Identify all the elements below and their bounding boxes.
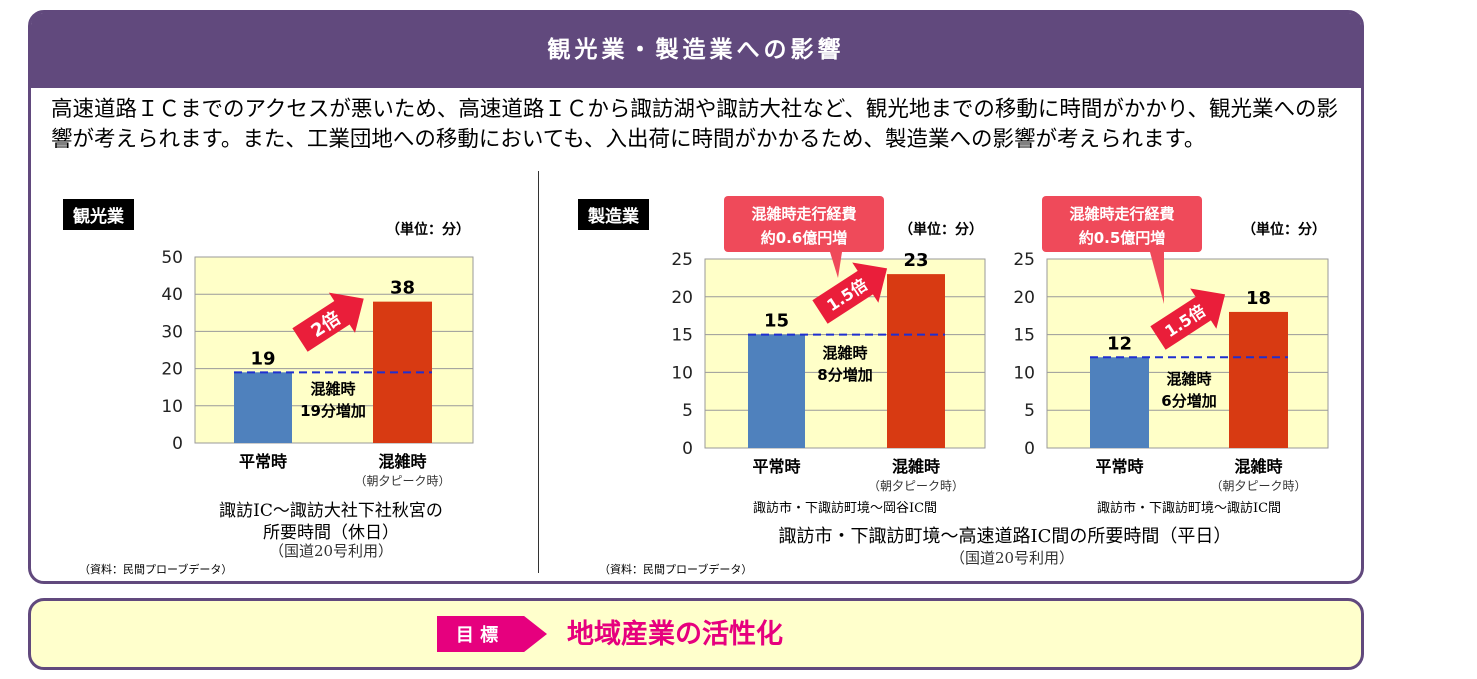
chart-tourism: （単位：分） 0 10 20 30 40 50 19 38 平常時 混雑時 （朝夕ピーク時… (161, 221, 474, 560)
chart2-increase-line1: 混雑時 (822, 344, 867, 362)
chart3-caption: 諏訪市・下諏訪町境～諏訪IC間 (1097, 500, 1281, 516)
chart1-caption-line3: （国道20号利用） (269, 542, 393, 560)
right-main-caption: 諏訪市・下諏訪町境～高速道路IC間の所要時間（平日） (779, 526, 1232, 547)
c1-y-tick-label: 30 (161, 322, 183, 342)
chart2-cost-callout: 混雑時走行経費 約0.6億円増 (724, 196, 884, 278)
c2-y-tick-label: 15 (671, 326, 693, 346)
chart1-increase-line2: 19分増加 (300, 402, 366, 420)
chart3-bar-normal (1090, 357, 1149, 448)
c3-y-tick-label: 20 (1013, 288, 1035, 308)
c2-y-tick-label: 10 (671, 363, 693, 383)
chart1-value-congested: 38 (390, 278, 415, 299)
chart1-category-sublabel: （朝夕ピーク時） (354, 474, 450, 488)
c1-y-tick-label: 10 (161, 397, 183, 417)
chart3-y-ticks: 0 5 10 15 20 25 (1013, 250, 1035, 459)
goal-badge-label: 目 標 (456, 624, 498, 646)
chart2-unit: （単位：分） (899, 221, 983, 238)
chart2-category-congested: 混雑時 (892, 457, 940, 476)
chart1-value-normal: 19 (250, 348, 275, 369)
c2-y-tick-label: 20 (671, 288, 693, 308)
chart1-unit: （単位：分） (386, 221, 470, 238)
c2-y-tick-label: 5 (682, 401, 693, 421)
tourism-tag: 観光業 (63, 199, 134, 230)
chart3-category-sublabel: （朝夕ピーク時） (1210, 479, 1306, 493)
left-source: （資料：民間プローブデータ） (79, 563, 233, 576)
right-sub-caption: （国道20号利用） (950, 549, 1074, 567)
chart3-cost-line1: 混雑時走行経費 (1069, 205, 1174, 223)
chart1-category-normal: 平常時 (239, 452, 287, 471)
chart2-cost-line1: 混雑時走行経費 (751, 205, 856, 223)
chart2-cost-line2: 約0.6億円増 (761, 229, 848, 247)
chart2-caption: 諏訪市・下諏訪町境～岡谷IC間 (753, 500, 937, 516)
chart2-category-normal: 平常時 (752, 457, 800, 476)
intro-text: 高速道路ＩＣまでのアクセスが悪いため、高速道路ＩＣから諏訪湖や諏訪大社など、観光… (51, 97, 1338, 152)
chart3-value-normal: 12 (1107, 333, 1132, 354)
c3-y-tick-label: 0 (1024, 439, 1035, 459)
chart3-increase-line2: 6分増加 (1161, 392, 1216, 410)
chart1-y-ticks: 0 10 20 30 40 50 (161, 248, 183, 454)
panel-divider (538, 171, 539, 573)
c3-y-tick-label: 15 (1013, 326, 1035, 346)
chart3-category-normal: 平常時 (1095, 457, 1143, 476)
chart1-caption-line2: 所要時間（休日） (263, 523, 399, 543)
chart-suwa: （単位：分） 0 5 10 15 20 25 12 18 平常時 混雑時 （朝夕ピーク時）… (1013, 196, 1329, 516)
c1-y-tick-label: 40 (161, 285, 183, 305)
chart2-increase-line2: 8分増加 (817, 366, 872, 384)
chart3-category-congested: 混雑時 (1234, 457, 1282, 476)
chart-okaya: （単位：分） 0 5 10 15 20 25 15 23 平常時 混雑時 （朝夕ピーク時）… (671, 196, 986, 516)
chart3-value-congested: 18 (1246, 288, 1271, 309)
goal-banner: 目 標 地域産業の活性化 (28, 598, 1364, 670)
chart3-bar-congested (1229, 311, 1288, 448)
chart1-caption-line1: 諏訪IC～諏訪大社下社秋宮の (219, 501, 443, 521)
c1-y-tick-label: 50 (161, 248, 183, 268)
c1-y-tick-label: 20 (161, 360, 183, 380)
c2-y-tick-label: 0 (682, 439, 693, 459)
chart2-bar-normal (748, 334, 805, 448)
chart3-increase-line1: 混雑時 (1166, 370, 1211, 388)
c3-y-tick-label: 10 (1013, 363, 1035, 383)
chart1-increase-line1: 混雑時 (310, 380, 355, 398)
chart1-bar-normal (234, 372, 292, 443)
chart2-category-sublabel: （朝夕ピーク時） (868, 479, 964, 493)
panel-title: 観光業・製造業への影響 (31, 13, 1361, 88)
chart3-cost-line2: 約0.5億円増 (1079, 229, 1166, 247)
goal-badge: 目 標 (437, 616, 547, 652)
chart2-y-ticks: 0 5 10 15 20 25 (671, 250, 693, 459)
chart3-unit: （単位：分） (1242, 221, 1326, 238)
c3-y-tick-label: 5 (1024, 401, 1035, 421)
c2-y-tick-label: 25 (671, 250, 693, 270)
c3-y-tick-label: 25 (1013, 250, 1035, 270)
chart2-value-normal: 15 (764, 311, 789, 332)
manufacturing-tag: 製造業 (578, 199, 649, 230)
chart2-value-congested: 23 (903, 250, 928, 271)
chart2-bar-congested (887, 274, 945, 448)
chart3-cost-callout: 混雑時走行経費 約0.5億円増 (1042, 196, 1202, 304)
chart1-category-congested: 混雑時 (378, 452, 426, 471)
goal-text: 地域産業の活性化 (567, 619, 783, 650)
c1-y-tick-label: 0 (172, 434, 183, 454)
right-source: （資料：民間プローブデータ） (599, 563, 753, 576)
